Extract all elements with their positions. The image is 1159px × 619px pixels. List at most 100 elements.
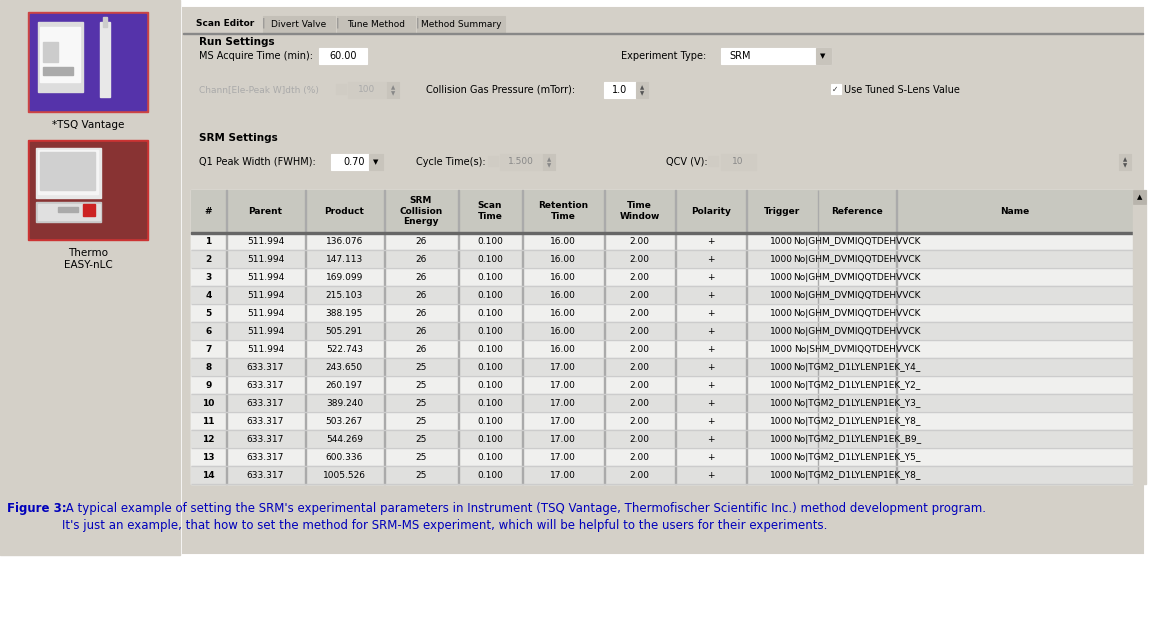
Text: 5: 5 bbox=[205, 308, 212, 318]
Text: No|TGM2_D1LYLENP1EK_Y2_: No|TGM2_D1LYLENP1EK_Y2_ bbox=[794, 381, 920, 389]
Text: 17.00: 17.00 bbox=[549, 399, 576, 407]
Bar bbox=[331, 154, 369, 170]
Text: 1005.526: 1005.526 bbox=[323, 470, 366, 480]
Text: 1000: 1000 bbox=[771, 345, 794, 353]
Text: #: # bbox=[205, 207, 212, 215]
Text: 0.100: 0.100 bbox=[478, 345, 503, 353]
Text: 0.70: 0.70 bbox=[343, 157, 364, 167]
Text: 2.00: 2.00 bbox=[629, 290, 649, 300]
Text: 2.00: 2.00 bbox=[629, 236, 649, 246]
Text: 0.100: 0.100 bbox=[478, 290, 503, 300]
Text: +: + bbox=[707, 452, 714, 462]
Bar bbox=[721, 154, 756, 170]
Text: 243.650: 243.650 bbox=[326, 363, 363, 371]
Text: 26: 26 bbox=[415, 254, 427, 264]
Text: 2.00: 2.00 bbox=[629, 435, 649, 443]
Text: 633.317: 633.317 bbox=[247, 399, 284, 407]
Text: Product: Product bbox=[325, 207, 364, 215]
Text: ▲: ▲ bbox=[1137, 194, 1142, 200]
Text: 633.317: 633.317 bbox=[247, 363, 284, 371]
Text: 147.113: 147.113 bbox=[326, 254, 363, 264]
Text: 11: 11 bbox=[203, 417, 214, 425]
Bar bbox=[263, 16, 335, 33]
Bar bbox=[191, 268, 1134, 286]
Bar bbox=[30, 142, 146, 238]
Bar bbox=[189, 13, 261, 33]
Text: No|SHM_DVMIQQTDEHVVCK: No|SHM_DVMIQQTDEHVVCK bbox=[794, 345, 920, 353]
Text: SRM Settings: SRM Settings bbox=[199, 133, 278, 143]
Text: 215.103: 215.103 bbox=[326, 290, 363, 300]
Bar bbox=[83, 204, 95, 216]
Text: 505.291: 505.291 bbox=[326, 326, 363, 335]
Text: 3: 3 bbox=[205, 272, 212, 282]
Text: Name: Name bbox=[1000, 207, 1029, 215]
Bar bbox=[191, 250, 1134, 268]
Text: 60.00: 60.00 bbox=[329, 51, 357, 61]
Text: 522.743: 522.743 bbox=[326, 345, 363, 353]
Text: 511.994: 511.994 bbox=[247, 308, 284, 318]
Text: 10: 10 bbox=[732, 157, 744, 167]
Text: Polarity: Polarity bbox=[691, 207, 730, 215]
Text: 0.100: 0.100 bbox=[478, 272, 503, 282]
Text: +: + bbox=[707, 435, 714, 443]
Text: 169.099: 169.099 bbox=[326, 272, 363, 282]
Bar bbox=[43, 67, 73, 75]
Bar bbox=[636, 82, 648, 98]
Text: 0.100: 0.100 bbox=[478, 326, 503, 335]
Text: +: + bbox=[707, 326, 714, 335]
Text: 0.100: 0.100 bbox=[478, 308, 503, 318]
Bar bbox=[604, 82, 636, 98]
Text: *TSQ Vantage: *TSQ Vantage bbox=[52, 120, 124, 130]
Text: Cycle Time(s):: Cycle Time(s): bbox=[416, 157, 486, 167]
Text: 544.269: 544.269 bbox=[326, 435, 363, 443]
Text: 26: 26 bbox=[415, 236, 427, 246]
Text: 511.994: 511.994 bbox=[247, 326, 284, 335]
Text: No|TGM2_D1LYLENP1EK_Y3_: No|TGM2_D1LYLENP1EK_Y3_ bbox=[793, 399, 920, 407]
Bar bbox=[183, 33, 1143, 34]
Bar bbox=[191, 286, 1134, 304]
Text: No|TGM2_D1LYLENP1EK_Y8_: No|TGM2_D1LYLENP1EK_Y8_ bbox=[793, 470, 920, 480]
Text: No|GHM_DVMIQQTDEHVVCK: No|GHM_DVMIQQTDEHVVCK bbox=[793, 254, 920, 264]
Bar bbox=[708, 156, 717, 166]
Text: 14: 14 bbox=[202, 470, 214, 480]
Text: SRM: SRM bbox=[729, 51, 751, 61]
Bar bbox=[191, 190, 1134, 484]
Text: Collision Gas Pressure (mTorr):: Collision Gas Pressure (mTorr): bbox=[427, 85, 575, 95]
Text: 7: 7 bbox=[205, 345, 212, 353]
Text: 0.100: 0.100 bbox=[478, 470, 503, 480]
Bar bbox=[191, 412, 1134, 430]
Bar bbox=[488, 156, 498, 166]
Text: 0.100: 0.100 bbox=[478, 435, 503, 443]
Bar bbox=[191, 232, 1134, 233]
Bar bbox=[28, 12, 148, 112]
Text: 633.317: 633.317 bbox=[247, 470, 284, 480]
Text: 8: 8 bbox=[205, 363, 212, 371]
Bar bbox=[191, 430, 1134, 448]
Text: Time
Window: Time Window bbox=[619, 201, 659, 221]
Text: 6: 6 bbox=[205, 326, 212, 335]
Bar bbox=[1134, 190, 1146, 484]
Text: Retention
Time: Retention Time bbox=[538, 201, 588, 221]
Text: 1000: 1000 bbox=[771, 308, 794, 318]
Text: 2.00: 2.00 bbox=[629, 345, 649, 353]
Text: ▼: ▼ bbox=[640, 92, 644, 97]
Text: 136.076: 136.076 bbox=[326, 236, 363, 246]
Text: 260.197: 260.197 bbox=[326, 381, 363, 389]
Text: 12: 12 bbox=[203, 435, 214, 443]
Text: 1000: 1000 bbox=[771, 435, 794, 443]
Text: |: | bbox=[336, 18, 340, 28]
Bar bbox=[387, 82, 399, 98]
Bar bbox=[36, 202, 101, 222]
Text: 511.994: 511.994 bbox=[247, 236, 284, 246]
Text: 17.00: 17.00 bbox=[549, 363, 576, 371]
Text: 17.00: 17.00 bbox=[549, 452, 576, 462]
Text: Q1 Peak Width (FWHM):: Q1 Peak Width (FWHM): bbox=[199, 157, 315, 167]
Text: ▼: ▼ bbox=[547, 163, 552, 168]
Text: |: | bbox=[416, 18, 420, 28]
Text: No|GHM_DVMIQQTDEHVVCK: No|GHM_DVMIQQTDEHVVCK bbox=[793, 290, 920, 300]
Bar bbox=[191, 304, 1134, 322]
Bar bbox=[43, 42, 58, 62]
Text: 1000: 1000 bbox=[771, 363, 794, 371]
Bar bbox=[41, 27, 80, 82]
Text: 17.00: 17.00 bbox=[549, 470, 576, 480]
